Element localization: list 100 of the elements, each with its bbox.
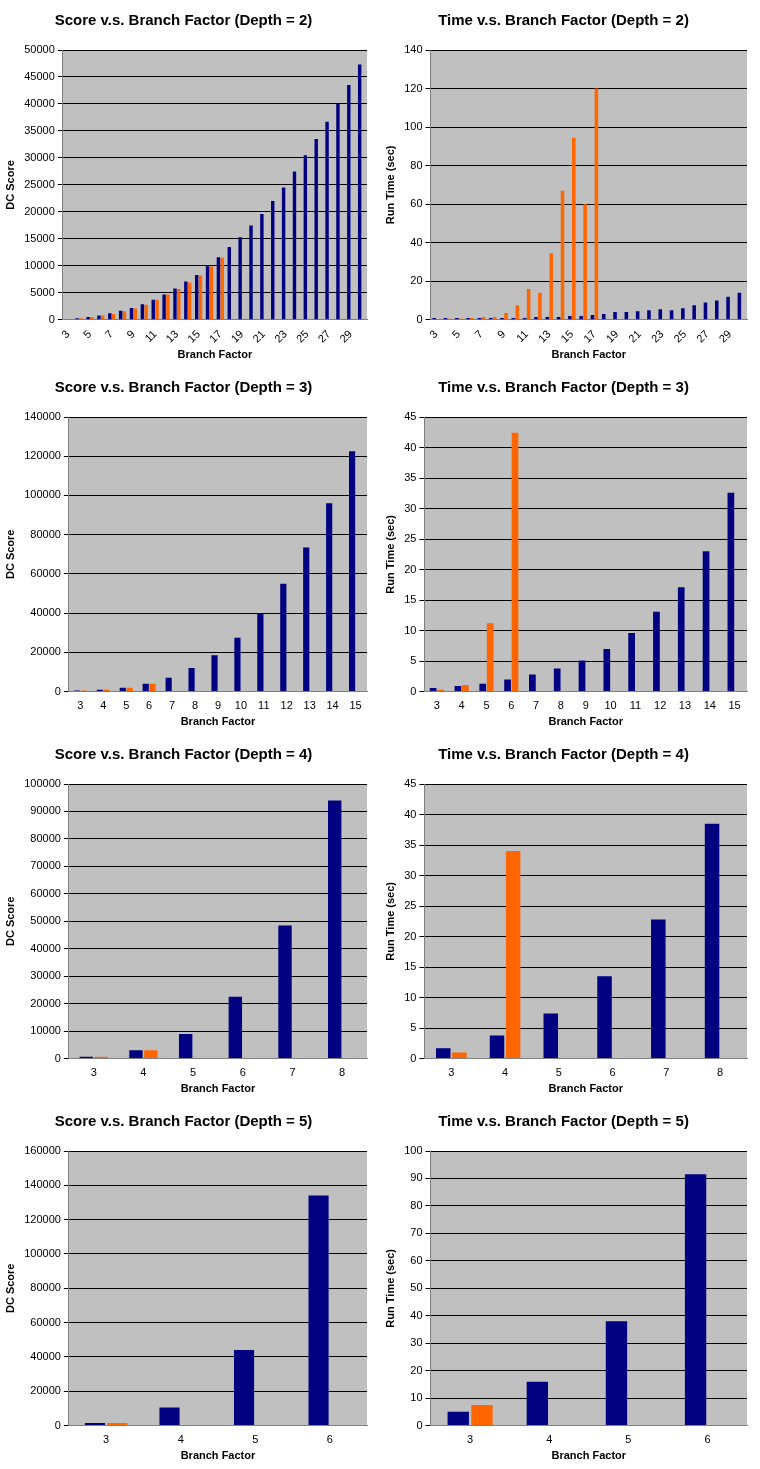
y-tick-label: 80 — [410, 1198, 423, 1211]
y-tick-label: 10000 — [30, 1024, 61, 1037]
y-tick-label: 45000 — [24, 70, 55, 83]
x-tick-label: 9 — [494, 327, 508, 341]
y-axis-title: Run Time (sec) — [383, 881, 396, 961]
x-tick-label: 29 — [337, 327, 355, 345]
x-tick-label: 8 — [717, 1066, 724, 1079]
y-tick-label: 160000 — [24, 1144, 61, 1157]
bar — [90, 317, 94, 320]
y-tick-label: 0 — [54, 684, 61, 697]
y-tick-label: 90000 — [30, 804, 61, 817]
x-tick-label: 14 — [326, 699, 339, 712]
chart-title: Time v.s. Branch Factor (Depth = 3) — [438, 378, 689, 396]
x-tick-label: 23 — [648, 327, 666, 345]
y-tick-label: 30000 — [30, 969, 61, 982]
y-tick-label: 5 — [410, 654, 417, 667]
bar — [144, 1050, 158, 1059]
bar — [714, 300, 719, 320]
bar — [601, 314, 606, 320]
chart-title: Time v.s. Branch Factor (Depth = 5) — [438, 1112, 689, 1130]
bar — [543, 1013, 559, 1059]
bar — [613, 312, 617, 320]
y-tick-label: 140000 — [24, 410, 61, 423]
x-tick-label: 3 — [448, 1066, 455, 1079]
bar — [233, 1350, 255, 1426]
y-tick-label: 0 — [410, 1051, 417, 1064]
y-tick-label: 50000 — [24, 43, 55, 56]
bar — [435, 1048, 451, 1059]
x-tick-label: 14 — [703, 699, 716, 712]
y-tick-label: 10 — [404, 990, 417, 1003]
x-tick-label: 6 — [704, 1433, 711, 1446]
bar — [504, 679, 511, 692]
y-tick-label: 60000 — [30, 886, 61, 899]
x-axis-title: Branch Factor — [551, 1449, 627, 1462]
y-tick-label: 0 — [54, 1418, 61, 1431]
bar — [447, 1411, 469, 1426]
bar — [149, 683, 156, 692]
y-axis-title: Run Time (sec) — [383, 514, 396, 594]
bar — [452, 1052, 467, 1059]
x-tick-label: 23 — [271, 327, 290, 345]
x-tick-label: 13 — [163, 327, 181, 345]
bar — [651, 919, 666, 1059]
y-tick-label: 60 — [410, 1253, 423, 1266]
y-tick-label: 25 — [404, 532, 417, 545]
x-tick-label: 5 — [555, 1066, 562, 1079]
y-tick-label: 10 — [404, 623, 417, 636]
bar — [84, 1423, 106, 1426]
x-tick-label: 5 — [625, 1433, 632, 1446]
x-axis-title: Branch Factor — [180, 1449, 256, 1462]
bar — [471, 1405, 493, 1426]
x-tick-label: 7 — [289, 1066, 296, 1079]
y-tick-label: 35000 — [24, 123, 55, 136]
x-tick-label: 27 — [315, 327, 333, 345]
bar — [692, 305, 696, 320]
bar — [504, 313, 508, 320]
bar — [726, 296, 730, 320]
bar — [681, 308, 685, 320]
bar — [479, 683, 487, 692]
bar — [628, 633, 635, 692]
bar — [257, 614, 264, 692]
y-tick-label: 20000 — [30, 996, 61, 1009]
bar — [349, 451, 356, 692]
bar — [165, 677, 172, 692]
bar — [142, 683, 149, 692]
bar — [677, 587, 685, 692]
y-tick-label: 15 — [404, 960, 417, 973]
y-tick-label: 30 — [410, 1336, 423, 1349]
bar — [328, 800, 342, 1059]
bar — [684, 1174, 707, 1426]
y-axis-title: Run Time (sec) — [383, 1248, 396, 1328]
y-tick-label: 45 — [404, 410, 417, 423]
bar — [162, 294, 166, 320]
y-tick-label: 100 — [404, 1144, 423, 1157]
y-tick-label: 120000 — [24, 449, 61, 462]
x-axis-title: Branch Factor — [177, 348, 253, 361]
y-tick-label: 10 — [410, 1391, 423, 1404]
x-tick-label: 7 — [663, 1066, 670, 1079]
x-tick-label: 9 — [124, 327, 137, 341]
x-tick-label: 27 — [693, 327, 711, 345]
bar — [578, 660, 586, 692]
bar — [549, 253, 553, 320]
x-tick-label: 13 — [678, 699, 692, 712]
y-tick-label: 100000 — [24, 777, 61, 790]
y-tick-label: 90 — [410, 1171, 423, 1184]
x-tick-label: 12 — [654, 699, 667, 712]
bar — [526, 1381, 549, 1426]
y-tick-label: 60000 — [30, 1315, 61, 1328]
bar — [538, 292, 542, 320]
y-tick-label: 20000 — [30, 645, 61, 658]
chart-title: Score v.s. Branch Factor (Depth = 4) — [54, 745, 313, 763]
x-tick-label: 21 — [250, 327, 268, 345]
bar — [228, 996, 243, 1059]
bar — [144, 304, 148, 320]
y-tick-label: 20000 — [30, 1384, 61, 1397]
x-tick-label: 15 — [728, 699, 741, 712]
bar — [505, 851, 521, 1059]
x-axis-title: Branch Factor — [551, 348, 627, 361]
bar — [454, 686, 462, 692]
y-tick-label: 80 — [410, 158, 423, 171]
x-tick-label: 19 — [603, 327, 621, 345]
